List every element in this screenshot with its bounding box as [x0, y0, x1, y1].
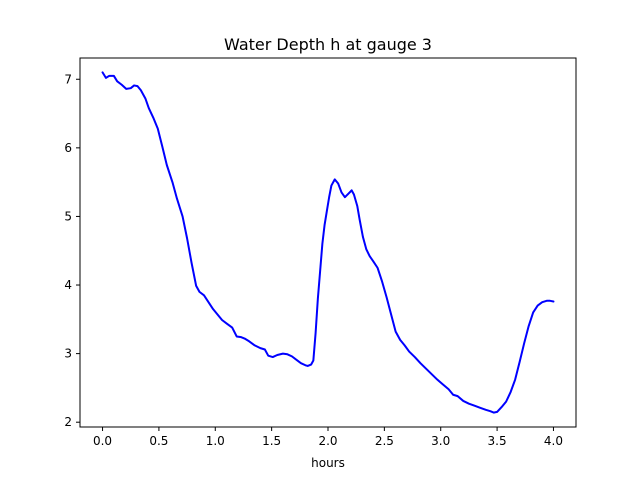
x-tick-label: 1.5	[262, 434, 281, 448]
series-line-0	[101, 71, 555, 414]
y-tick-label: 2	[64, 415, 72, 429]
x-axis-title: hours	[311, 456, 345, 470]
chart-title: Water Depth h at gauge 3	[224, 35, 432, 54]
y-tick-label: 6	[64, 141, 72, 155]
y-tick-label: 3	[64, 347, 72, 361]
x-tick-label: 3.5	[488, 434, 507, 448]
x-tick-label: 2.0	[318, 434, 337, 448]
y-tick-label: 5	[64, 209, 72, 223]
x-tick-label: 2.5	[375, 434, 394, 448]
plot-area: 0.0 0.5 1.0 1.5 2.0 2.5 3.0 3.5 4.0 2 3 4 5 6 7	[64, 57, 577, 448]
y-tick-label: 7	[64, 72, 72, 86]
x-tick-label: 3.0	[431, 434, 450, 448]
x-tick-label: 0.5	[149, 434, 168, 448]
x-tick-label: 4.0	[544, 434, 563, 448]
x-tick-label: 1.0	[206, 434, 225, 448]
y-tick-label: 4	[64, 278, 72, 292]
axes-frame	[79, 57, 577, 428]
x-tick-label: 0.0	[93, 434, 112, 448]
